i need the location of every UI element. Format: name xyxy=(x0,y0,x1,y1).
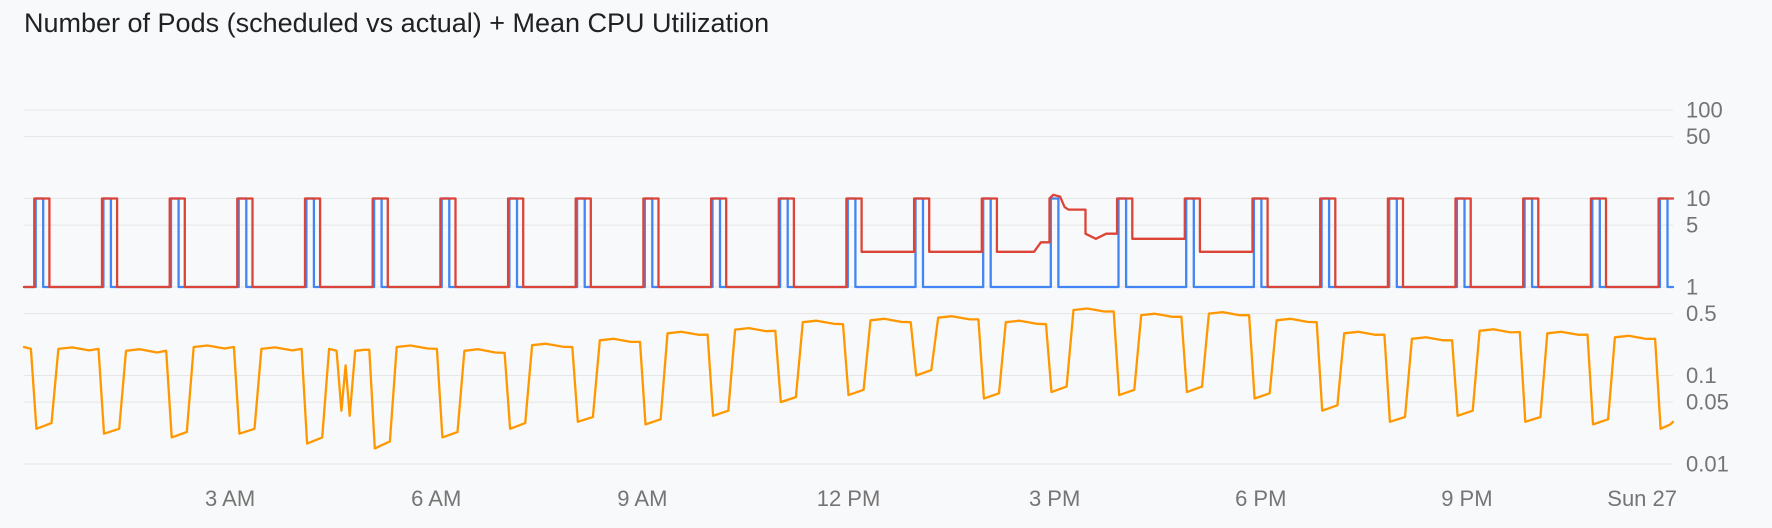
y-tick-label: 50 xyxy=(1686,124,1710,149)
y-tick-label: 0.05 xyxy=(1686,390,1729,415)
y-tick-label: 1 xyxy=(1686,275,1698,300)
chart-title: Number of Pods (scheduled vs actual) + M… xyxy=(24,8,770,38)
x-tick-label: 6 AM xyxy=(411,486,461,511)
y-tick-label: 0.5 xyxy=(1686,301,1717,326)
series-lines xyxy=(22,193,1675,450)
y-tick-label: 0.1 xyxy=(1686,363,1717,388)
x-tick-label: 3 AM xyxy=(205,486,255,511)
x-tick-label: 3 PM xyxy=(1029,486,1080,511)
y-tick-label: 5 xyxy=(1686,213,1698,238)
y-tick-label: 100 xyxy=(1686,98,1723,123)
x-tick-label: 9 PM xyxy=(1441,486,1492,511)
x-tick-label: 12 PM xyxy=(817,486,881,511)
y-tick-label: 10 xyxy=(1686,186,1710,211)
y-tick-label: 0.01 xyxy=(1686,452,1729,477)
x-tick-label: 9 AM xyxy=(617,486,667,511)
x-tick-label: 6 PM xyxy=(1235,486,1286,511)
series-mean-cpu-utilization-line xyxy=(22,307,1675,450)
x-axis-labels: 3 AM 6 AM 9 AM 12 PM 3 PM 6 PM 9 PM Sun 27 xyxy=(205,486,1677,511)
series-pods-actual-line xyxy=(22,193,1675,289)
x-tick-label: Sun 27 xyxy=(1607,486,1677,511)
series-pods-scheduled-line xyxy=(22,197,1675,289)
